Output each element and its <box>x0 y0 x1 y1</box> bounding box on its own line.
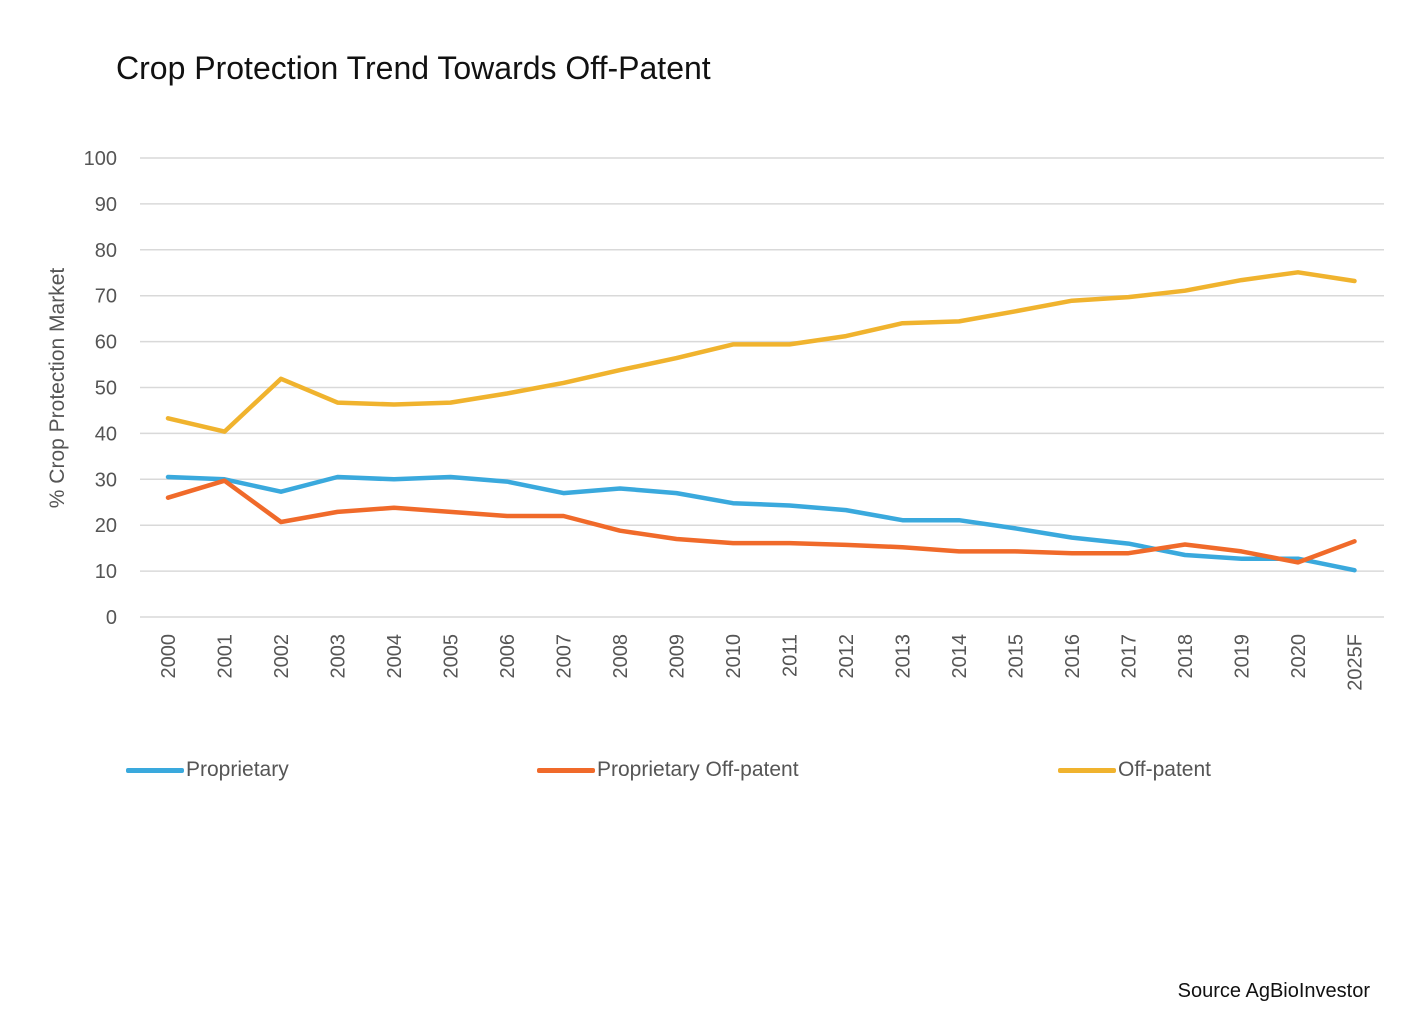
x-tick-label: 2018 <box>1175 634 1197 679</box>
x-tick-label: 2011 <box>780 634 802 677</box>
x-tick-label: 2016 <box>1062 634 1084 679</box>
y-tick-label: 80 <box>95 240 117 262</box>
legend-item-off-patent: Off-patent <box>1058 756 1211 784</box>
y-tick-label: 100 <box>84 148 117 170</box>
y-tick-label: 70 <box>95 286 117 308</box>
x-tick-label: 2004 <box>384 634 406 679</box>
legend-item-proprietary-off-patent: Proprietary Off-patent <box>537 756 799 784</box>
legend-swatch-off-patent <box>1058 767 1116 773</box>
chart-title: Crop Protection Trend Towards Off-Patent <box>116 50 711 86</box>
x-tick-label: 2025F <box>1345 634 1367 691</box>
y-tick-label: 60 <box>95 332 117 354</box>
x-tick-label: 2010 <box>723 634 745 679</box>
series-lines <box>165 270 1357 573</box>
legend-item-proprietary: Proprietary <box>126 756 289 784</box>
source-note: Source AgBioInvestor <box>1177 980 1370 1002</box>
x-tick-label: 2012 <box>836 634 858 679</box>
y-axis-label: % Crop Protection Market <box>46 268 69 509</box>
x-tick-label: 2017 <box>1119 634 1141 679</box>
x-tick-label: 2002 <box>271 634 293 679</box>
x-tick-label: 2013 <box>893 634 915 679</box>
x-tick-label: 2005 <box>441 634 463 679</box>
x-tick-label: 2020 <box>1288 634 1310 679</box>
x-tick-label: 2015 <box>1006 634 1028 679</box>
x-tick-label: 2009 <box>667 634 689 679</box>
legend-label-proprietary-off-patent: Proprietary Off-patent <box>597 758 799 781</box>
legend-swatch-proprietary-off-patent <box>537 767 595 773</box>
legend-label-off-patent: Off-patent <box>1118 758 1212 781</box>
x-tick-label: 2000 <box>158 634 180 679</box>
y-tick-label: 50 <box>95 378 117 400</box>
y-tick-label: 90 <box>95 194 117 216</box>
x-tick-label: 2007 <box>554 634 576 679</box>
x-tick-label: 2008 <box>610 634 632 679</box>
x-tick-label: 2006 <box>497 634 519 679</box>
y-tick-label: 20 <box>95 515 117 537</box>
series-line-proprietary <box>165 474 1357 573</box>
legend-label-proprietary: Proprietary <box>186 758 289 781</box>
y-tick-label: 40 <box>95 423 117 445</box>
series-line-off-patent <box>165 270 1357 434</box>
y-tick-label: 10 <box>95 561 117 583</box>
x-tick-label: 2003 <box>328 634 350 679</box>
x-axis-ticks: 2000 2001 2002 2003 2004 2005 2006 2007 2008 2009… <box>158 634 1367 691</box>
x-tick-label: 2019 <box>1232 634 1254 679</box>
x-tick-label: 2001 <box>215 634 237 679</box>
y-tick-label: 0 <box>106 607 117 629</box>
series-line-proprietary-off-patent <box>165 478 1357 565</box>
x-tick-label: 2014 <box>949 634 971 679</box>
legend-swatch-proprietary <box>126 767 184 773</box>
y-axis-ticks: 0 10 20 30 40 50 60 70 80 90 100 <box>84 148 117 629</box>
y-tick-label: 30 <box>95 469 117 491</box>
gridlines <box>140 157 1384 618</box>
